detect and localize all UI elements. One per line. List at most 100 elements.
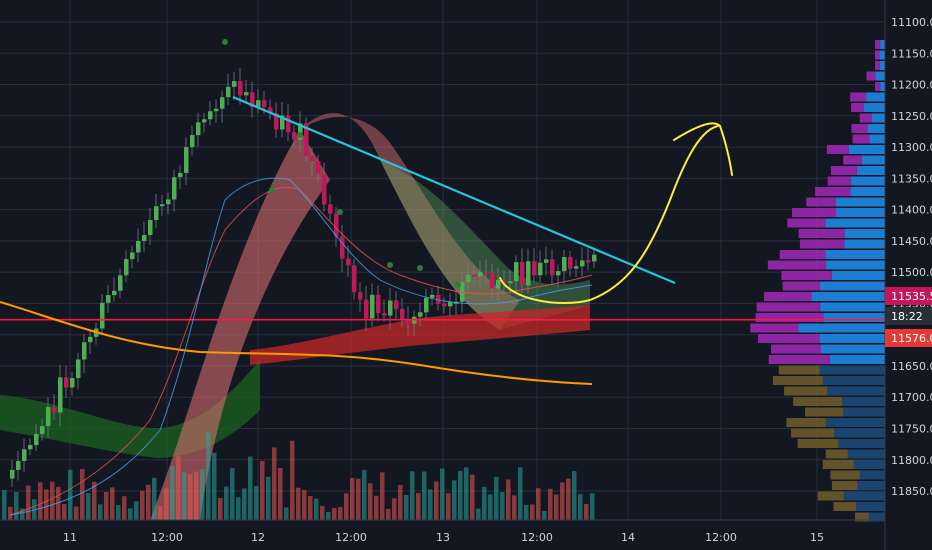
profile-bar-down bbox=[770, 344, 821, 354]
profile-bar-down bbox=[830, 166, 857, 175]
profile-bar-down bbox=[772, 376, 823, 385]
profile-bar-up bbox=[843, 407, 885, 417]
candle-body bbox=[352, 265, 357, 293]
candle-body bbox=[214, 108, 219, 112]
profile-bar-up bbox=[850, 176, 885, 186]
volume-bar bbox=[554, 494, 559, 520]
candle-body bbox=[514, 262, 519, 282]
profile-bar-down bbox=[826, 145, 849, 154]
candle-body bbox=[274, 113, 279, 130]
candle-body bbox=[322, 173, 327, 205]
candle-body bbox=[406, 319, 411, 324]
candle-body bbox=[232, 81, 237, 87]
price-tick-label: 11850.0 bbox=[891, 485, 932, 498]
profile-bar-up bbox=[829, 355, 885, 364]
volume-bar bbox=[362, 470, 367, 520]
profile-bar-down bbox=[793, 397, 843, 406]
candle-body bbox=[196, 122, 201, 136]
volume-bar bbox=[350, 477, 355, 520]
volume-bar bbox=[380, 472, 385, 520]
volume-bar bbox=[164, 488, 169, 520]
profile-bar-down bbox=[825, 449, 848, 459]
candle-body bbox=[484, 271, 489, 274]
descending-trendline bbox=[232, 95, 676, 285]
profile-bar-up bbox=[831, 271, 885, 280]
volume-bar bbox=[224, 486, 229, 520]
time-tick-label: 12:00 bbox=[705, 531, 737, 544]
candle-body bbox=[226, 86, 231, 98]
profile-bar-up bbox=[819, 365, 885, 375]
volume-bar bbox=[272, 447, 277, 520]
time-tick-label: 15 bbox=[810, 531, 824, 544]
price-axis[interactable]: 11100.0 11150.0 11200.0 11250.0 11300.0 11350… bbox=[884, 0, 932, 550]
volume-bar bbox=[194, 471, 199, 520]
volume-bar bbox=[20, 508, 25, 520]
price-tag-bg bbox=[885, 287, 932, 305]
candle-body bbox=[220, 97, 225, 109]
candle-body bbox=[142, 235, 147, 242]
time-tick-label: 12:00 bbox=[521, 531, 553, 544]
profile-bar-up bbox=[871, 113, 885, 123]
candle-body bbox=[544, 259, 549, 263]
volume-bar bbox=[284, 507, 289, 520]
price-tick-label: 11500.0 bbox=[891, 266, 932, 279]
candle-body bbox=[490, 272, 495, 289]
volume-bar bbox=[302, 490, 307, 520]
volume-bar bbox=[86, 493, 91, 520]
candle-body bbox=[478, 271, 483, 277]
profile-bar-down bbox=[866, 71, 876, 81]
volume-bar bbox=[296, 487, 301, 520]
candle-body bbox=[184, 147, 189, 173]
volume-bar bbox=[230, 468, 235, 520]
candle-body bbox=[508, 281, 513, 284]
volume-bar bbox=[236, 497, 241, 520]
profile-bar-up bbox=[857, 481, 885, 490]
candle-body bbox=[370, 294, 375, 319]
volume-bar bbox=[128, 508, 133, 520]
volume-bar bbox=[410, 471, 415, 520]
volume-bar bbox=[566, 478, 571, 520]
profile-bar-down bbox=[859, 113, 872, 123]
candle-body bbox=[592, 254, 597, 262]
profile-bar-up bbox=[850, 187, 885, 196]
volume-bar bbox=[278, 467, 283, 520]
candle-body bbox=[22, 449, 27, 462]
profile-bar-down bbox=[875, 50, 880, 60]
drawn-projection-arrow bbox=[499, 122, 733, 305]
candle-body bbox=[190, 135, 195, 148]
volume-bar bbox=[428, 489, 433, 520]
volume-bar bbox=[2, 489, 7, 520]
profile-bar-down bbox=[784, 386, 828, 396]
candle-body bbox=[286, 115, 291, 133]
candle-body bbox=[250, 92, 255, 107]
band-red-falling bbox=[300, 113, 520, 330]
volume-profile bbox=[750, 40, 885, 522]
volume-bar bbox=[44, 489, 49, 520]
profile-bar-down bbox=[791, 428, 835, 438]
profile-bar-up bbox=[879, 61, 885, 70]
candle-body bbox=[124, 259, 129, 276]
band-green-right bbox=[380, 160, 590, 330]
profile-bar-down bbox=[756, 302, 821, 312]
signal-dot bbox=[337, 209, 343, 215]
signal-dot bbox=[387, 262, 393, 268]
volume-bars bbox=[2, 431, 595, 520]
profile-bar-down bbox=[758, 334, 820, 343]
volume-bar bbox=[470, 474, 475, 520]
signal-dot bbox=[297, 132, 303, 138]
price-tag-bg bbox=[885, 329, 932, 347]
candle-body bbox=[316, 161, 321, 174]
volume-bar bbox=[146, 484, 151, 520]
time-axis[interactable]: 11 12:00 12 12:00 13 12:00 14 12:00 15 bbox=[0, 519, 885, 544]
volume-bar bbox=[590, 493, 595, 520]
profile-bar-up bbox=[819, 334, 885, 343]
profile-bar-up bbox=[798, 323, 885, 333]
profile-bar-down bbox=[779, 250, 826, 259]
price-tick-label: 11700.0 bbox=[891, 391, 932, 404]
volume-bar bbox=[26, 485, 31, 520]
profile-bar-up bbox=[834, 428, 885, 438]
profile-bar-down bbox=[875, 61, 880, 70]
profile-bar-up bbox=[827, 386, 885, 396]
